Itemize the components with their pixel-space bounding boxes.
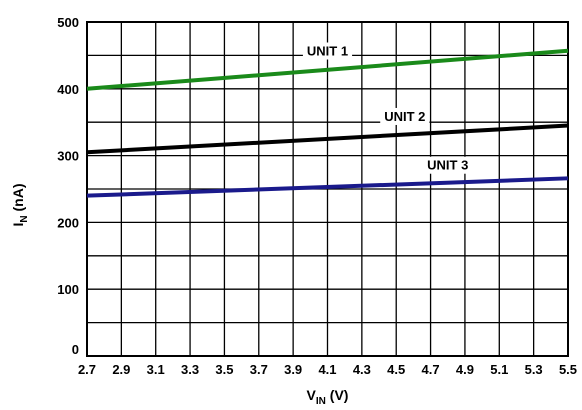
y-tick-label: 100 [57, 282, 79, 297]
series-labels: UNIT 1 UNIT 2 UNIT 3 [302, 42, 473, 174]
series-label-unit-1: UNIT 1 [307, 43, 348, 58]
series-line-unit-1 [86, 48, 569, 91]
series-label-group-unit-3: UNIT 3 [423, 156, 473, 174]
x-axis-label-unit: (V) [326, 387, 349, 403]
grid [86, 21, 569, 357]
y-tick-labels: 0 100 200 300 400 500 [57, 15, 79, 357]
series-label-bg [302, 42, 353, 60]
x-tick-label: 4.1 [318, 362, 336, 377]
series-label-unit-2: UNIT 2 [384, 109, 425, 124]
x-tick-label: 4.9 [456, 362, 474, 377]
x-tick-label: 3.9 [284, 362, 302, 377]
x-tick-labels: 2.7 2.9 3.1 3.3 3.5 3.7 3.9 4.1 4.3 4.5 4.7 4.9 5.1 5… [78, 362, 577, 377]
x-tick-label: 2.7 [78, 362, 96, 377]
x-axis-label-sub: IN [316, 396, 326, 407]
x-tick-label: 5.3 [525, 362, 543, 377]
y-tick-label: 400 [57, 82, 79, 97]
y-axis-label-unit: (nA) [10, 183, 26, 215]
series-label-group-unit-2: UNIT 2 [380, 107, 430, 125]
y-tick-label: 0 [72, 342, 79, 357]
y-tick-label: 300 [57, 149, 79, 164]
series-label-unit-3: UNIT 3 [427, 158, 468, 173]
series-line-unit-2 [86, 123, 569, 155]
x-tick-label: 5.1 [490, 362, 508, 377]
y-axis-label: IN (nA) [10, 183, 30, 226]
x-axis-label-main: V [307, 387, 317, 403]
x-tick-label: 2.9 [112, 362, 130, 377]
plot-frame [86, 21, 569, 357]
y-tick-label: 500 [57, 15, 79, 30]
x-tick-label: 3.1 [147, 362, 165, 377]
x-tick-label: 3.7 [250, 362, 268, 377]
x-tick-label: 4.5 [387, 362, 405, 377]
x-tick-label: 3.5 [215, 362, 233, 377]
y-tick-label: 200 [57, 215, 79, 230]
series-label-bg [423, 156, 473, 174]
y-axis-label-main: I [10, 223, 26, 227]
x-tick-label: 4.7 [422, 362, 440, 377]
series-line-unit-3 [86, 176, 569, 198]
x-axis-label: VIN (V) [307, 387, 349, 407]
x-tick-label: 5.5 [559, 362, 577, 377]
series-label-group-unit-1: UNIT 1 [302, 42, 353, 60]
y-axis-label-sub: N [19, 215, 30, 222]
series-label-bg [380, 107, 430, 125]
series-layer [86, 48, 569, 198]
x-tick-label: 4.3 [353, 362, 371, 377]
x-tick-label: 3.3 [181, 362, 199, 377]
